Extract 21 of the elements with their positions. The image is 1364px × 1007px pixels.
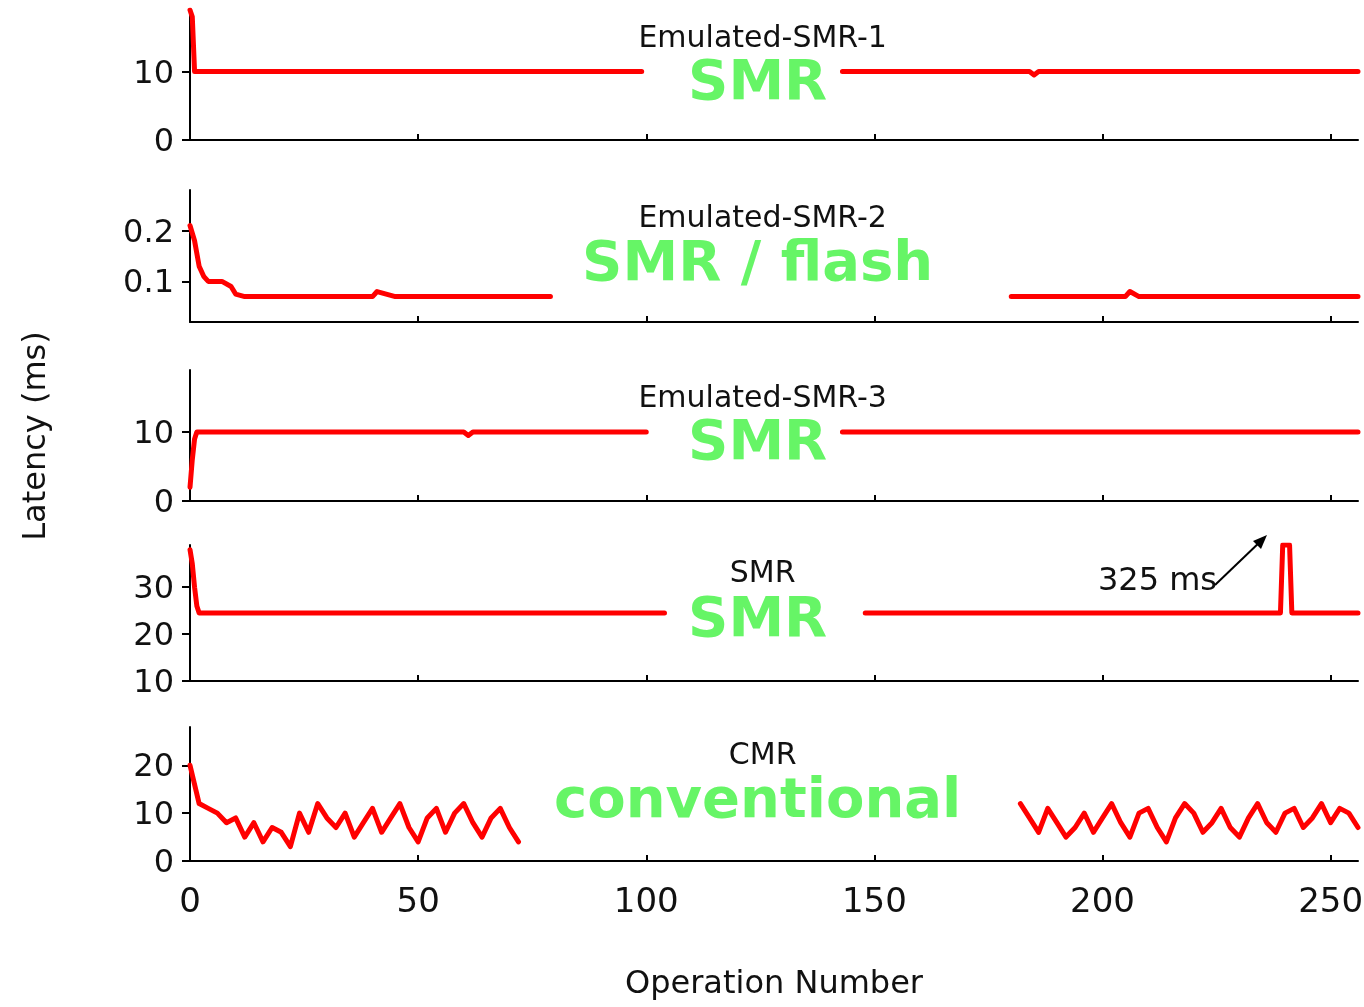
y-axis-title: Latency (ms) — [15, 330, 53, 541]
y-tick-label: 30 — [133, 568, 174, 607]
y-tick-label: 20 — [133, 615, 174, 654]
y-tick-label: 0 — [153, 842, 174, 880]
y-tick-label: 0.1 — [123, 262, 174, 301]
x-tick-label: 250 — [1298, 880, 1364, 920]
y-tick-label: 0.2 — [123, 211, 174, 250]
x-tick-label: 0 — [179, 880, 201, 920]
y-tick-label: 10 — [133, 413, 174, 452]
y-tick-label: 10 — [133, 52, 174, 91]
x-tick-label: 50 — [396, 880, 440, 920]
annotation: 325 ms — [1097, 560, 1217, 598]
x-tick-label: 100 — [613, 880, 679, 920]
y-tick-label: 10 — [133, 794, 174, 833]
y-tick-label: 0 — [153, 121, 174, 159]
x-tick-label: 150 — [841, 880, 907, 920]
x-axis-title: Operation Number — [625, 963, 924, 1001]
x-tick-label: 200 — [1070, 880, 1135, 920]
y-tick-label: 0 — [153, 482, 174, 520]
y-tick-label: 20 — [133, 746, 174, 785]
y-tick-label: 10 — [133, 662, 174, 700]
